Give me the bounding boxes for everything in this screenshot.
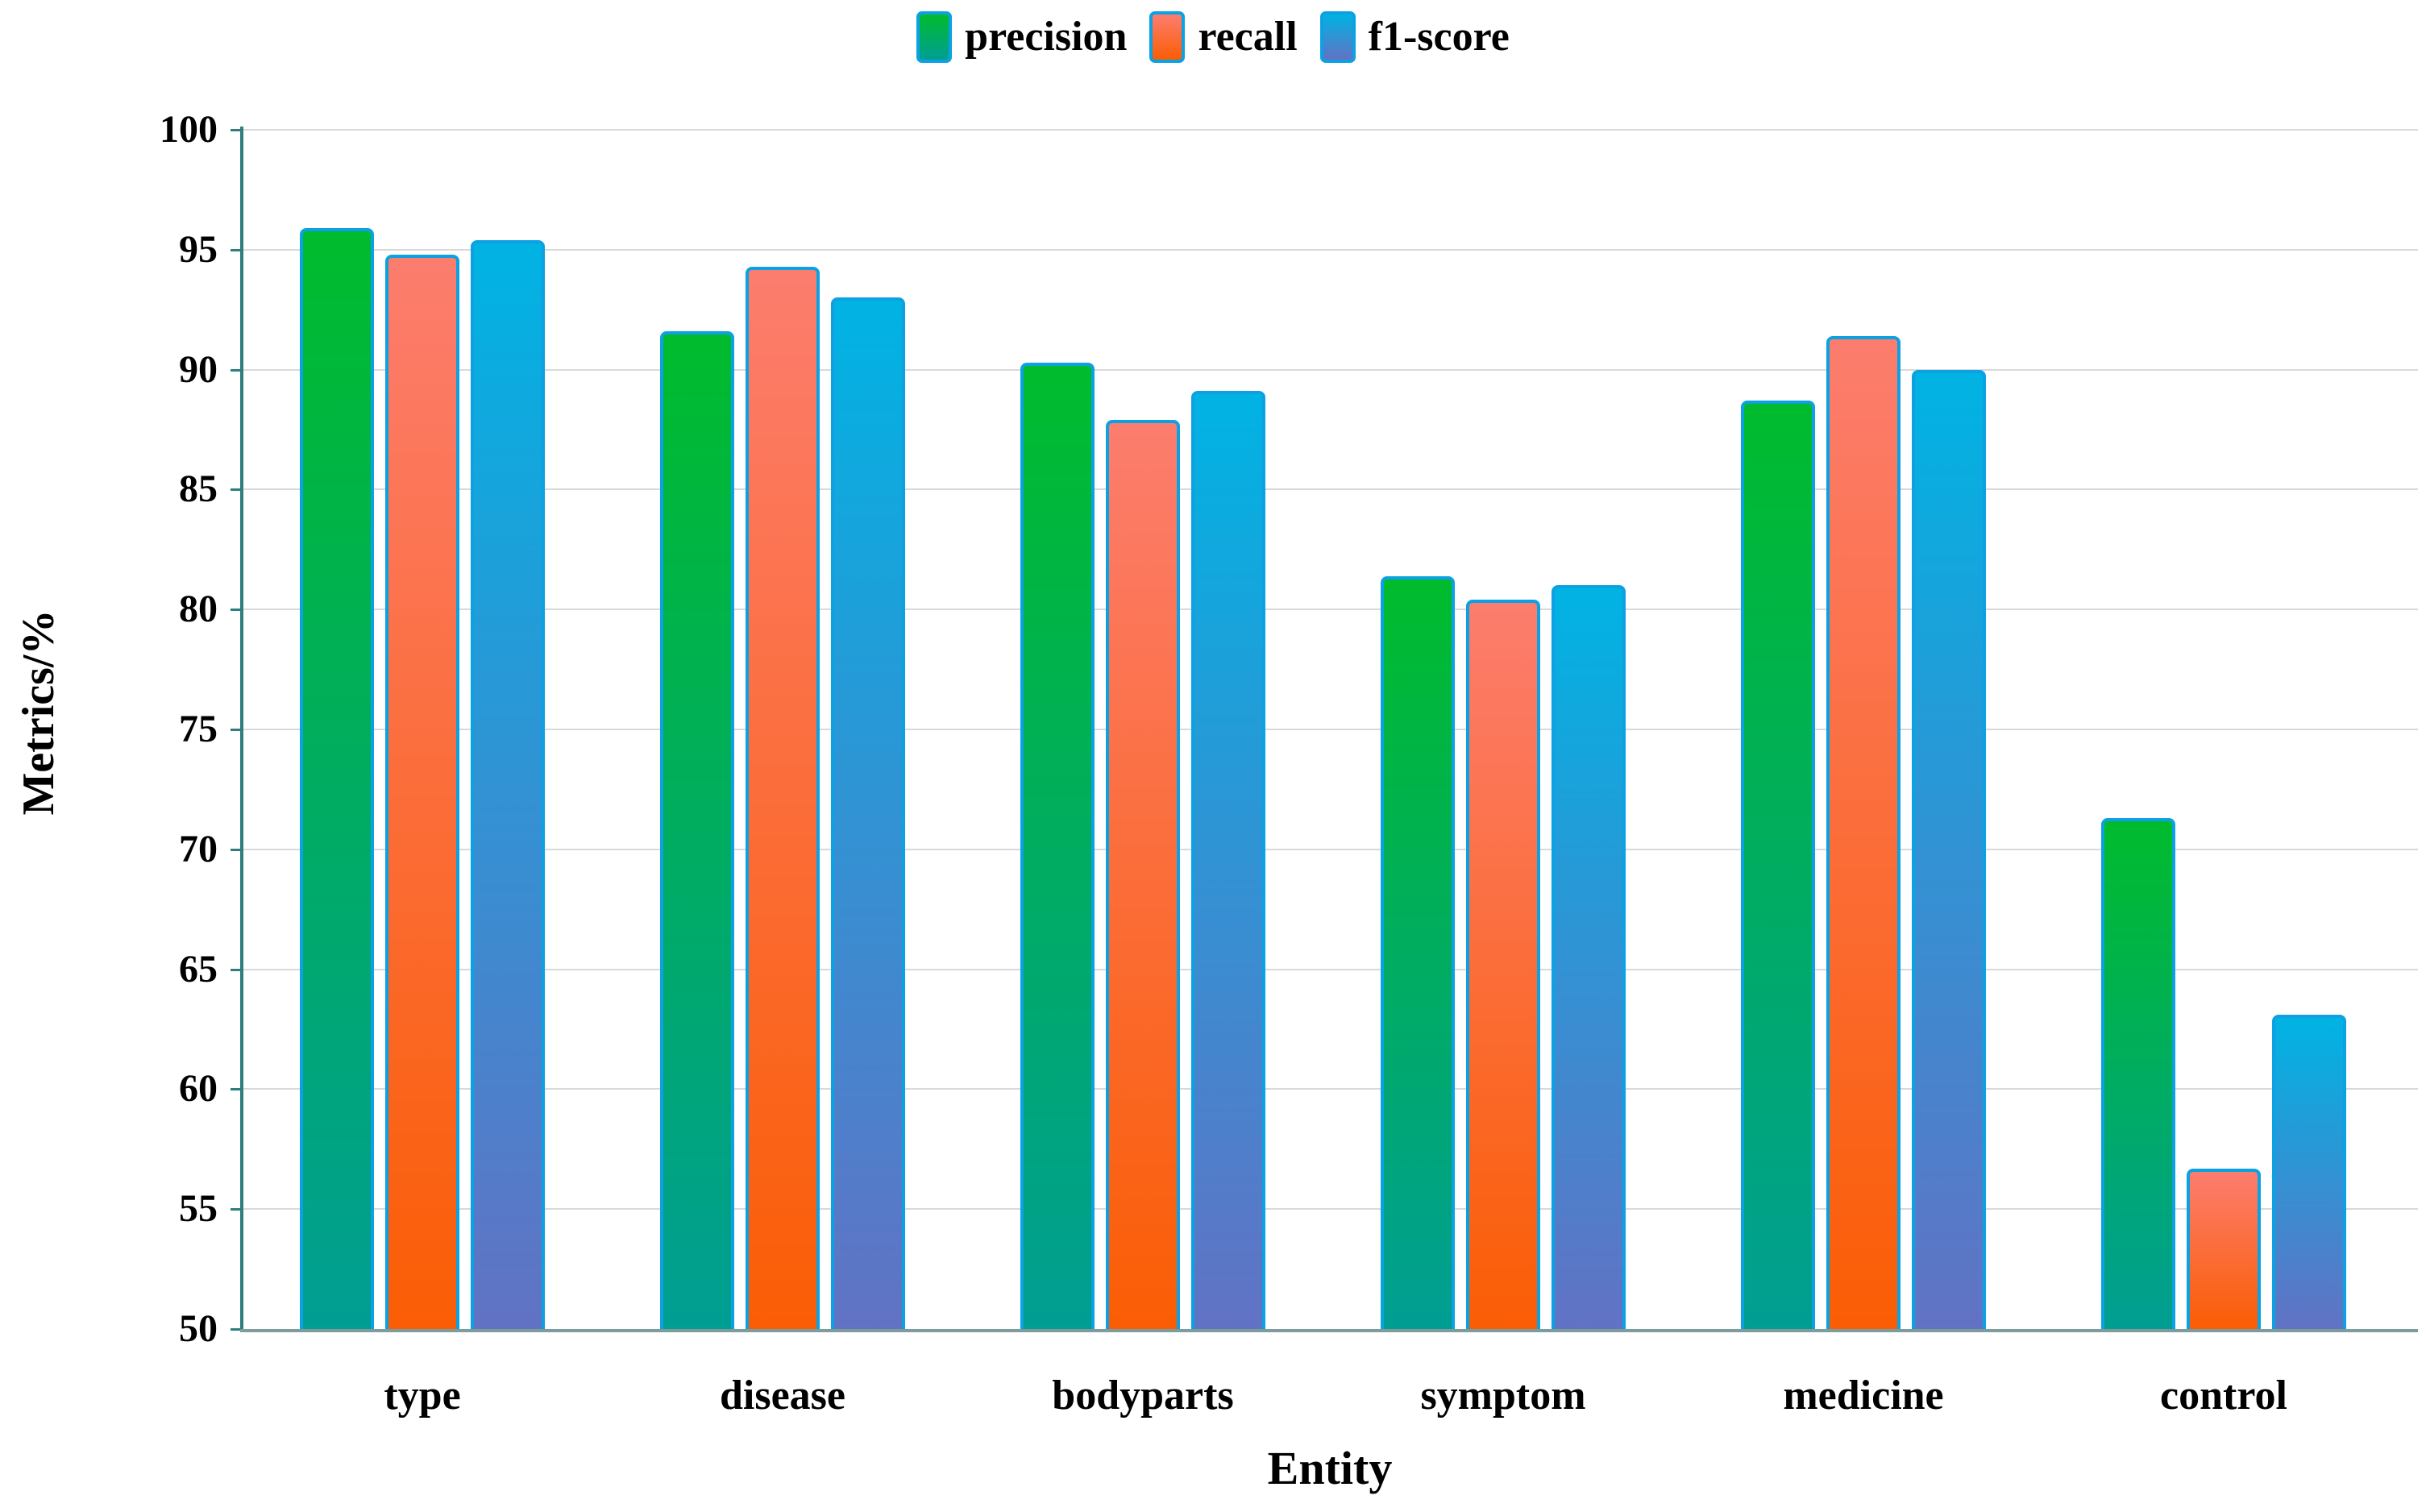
y-tick <box>231 248 242 251</box>
y-axis-line <box>240 127 243 1331</box>
y-tick-label: 60 <box>179 1067 218 1111</box>
y-tick <box>231 368 242 372</box>
legend-label-precision: precision <box>965 14 1128 60</box>
gridline <box>242 1088 2418 1090</box>
bar-recall-disease <box>746 266 820 1329</box>
gridline <box>242 368 2418 371</box>
y-tick <box>231 1208 242 1211</box>
y-tick-label: 70 <box>179 827 218 870</box>
x-tick-label-medicine: medicine <box>1783 1373 1944 1419</box>
bar-recall-bodyparts <box>1106 420 1180 1329</box>
legend-label-f1-score: f1-score <box>1368 14 1510 60</box>
y-tick <box>231 1328 242 1331</box>
legend-swatch-recall-icon <box>1149 11 1186 63</box>
y-tick <box>231 1088 242 1091</box>
bar-f1-score-type <box>471 239 545 1329</box>
bar-f1-score-disease <box>831 297 905 1329</box>
y-tick <box>231 848 242 851</box>
bar-f1-score-control <box>2272 1015 2346 1329</box>
y-tick <box>231 609 242 612</box>
gridline <box>242 968 2418 970</box>
y-tick-label: 95 <box>179 227 218 271</box>
bar-precision-type <box>300 228 374 1329</box>
bar-precision-bodyparts <box>1020 362 1095 1329</box>
y-tick-label: 75 <box>179 708 218 750</box>
gridline <box>242 488 2418 491</box>
y-tick <box>231 968 242 971</box>
y-tick-label: 55 <box>179 1187 218 1231</box>
bar-precision-disease <box>660 330 734 1329</box>
x-tick-label-symptom: symptom <box>1420 1373 1586 1419</box>
bar-f1-score-symptom <box>1552 585 1626 1329</box>
bar-f1-score-bodyparts <box>1191 391 1265 1329</box>
legend-item-recall: recall <box>1149 11 1298 63</box>
bar-precision-symptom <box>1381 575 1455 1329</box>
gridline <box>242 248 2418 251</box>
y-tick <box>231 129 242 131</box>
gridline <box>242 729 2418 730</box>
x-tick-label-type: type <box>384 1373 461 1419</box>
bar-f1-score-medicine <box>1912 369 1986 1329</box>
y-tick-label: 100 <box>160 108 218 151</box>
x-axis-title: Entity <box>1267 1442 1393 1494</box>
y-tick <box>231 488 242 492</box>
gridline <box>242 129 2418 131</box>
gridline <box>242 848 2418 850</box>
gridline <box>242 1208 2418 1211</box>
x-axis-line <box>240 1329 2418 1332</box>
y-tick-label: 85 <box>179 467 218 511</box>
legend-swatch-f1-score-icon <box>1319 11 1356 63</box>
x-tick-label-control: control <box>2160 1373 2287 1419</box>
bar-recall-control <box>2187 1168 2261 1329</box>
bar-recall-type <box>385 254 459 1329</box>
legend: precision recall f1-score <box>0 11 2426 63</box>
gridline <box>242 609 2418 611</box>
y-tick-label: 80 <box>179 588 218 631</box>
bar-precision-medicine <box>1741 401 1815 1329</box>
y-tick <box>231 729 242 731</box>
y-tick-label: 65 <box>179 947 218 991</box>
bar-precision-control <box>2101 818 2175 1329</box>
legend-swatch-precision-icon <box>916 11 953 63</box>
bar-recall-symptom <box>1466 600 1540 1329</box>
bar-recall-medicine <box>1826 335 1901 1329</box>
x-tick-label-bodyparts: bodyparts <box>1052 1373 1234 1419</box>
y-tick-label: 50 <box>179 1307 218 1350</box>
y-tick-label: 90 <box>179 347 218 391</box>
legend-item-precision: precision <box>916 11 1127 63</box>
legend-label-recall: recall <box>1198 14 1298 60</box>
legend-item-f1-score: f1-score <box>1319 11 1510 63</box>
y-axis-title: Metrics/% <box>14 609 64 816</box>
x-tick-label-disease: disease <box>720 1373 845 1419</box>
